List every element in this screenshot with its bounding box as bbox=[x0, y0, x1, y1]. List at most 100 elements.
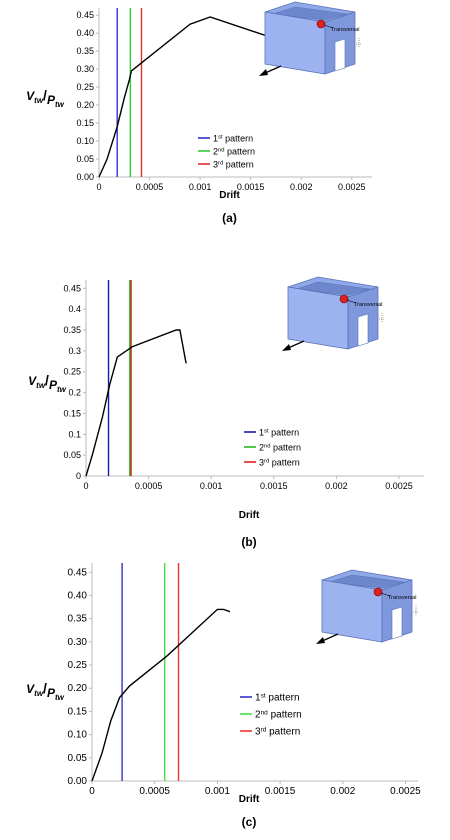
legend-text: pattern bbox=[269, 458, 300, 468]
x-tick-label: 0.0015 bbox=[237, 182, 265, 192]
legend-label: 1st pattern bbox=[259, 428, 299, 438]
legend-text: pattern bbox=[225, 147, 256, 157]
inset-label: Transversal bbox=[354, 302, 383, 308]
x-tick-label: 0 bbox=[96, 182, 101, 192]
legend-suffix: rd bbox=[264, 459, 269, 465]
legend-label: 1st pattern bbox=[255, 693, 300, 704]
inset-label: Transversal bbox=[388, 595, 417, 601]
x-axis-title: Drift bbox=[219, 190, 240, 201]
legend-ordinal: 1 bbox=[259, 428, 264, 438]
legend-ordinal: 2 bbox=[259, 443, 264, 453]
chart-panel-1: 0.00 0.05 0.10 0.15 0.20 0.25 0.30 0.35 0.40 0.45… bbox=[26, 1, 372, 225]
legend-ordinal: 3 bbox=[213, 160, 218, 170]
y-tick-label: 0.05 bbox=[68, 753, 88, 764]
y-tick-label: 0.25 bbox=[63, 367, 81, 377]
y-title-v: V bbox=[28, 374, 37, 388]
legend-suffix: st bbox=[218, 135, 223, 141]
legend-ordinal: 3 bbox=[255, 727, 261, 738]
legend-label: 2nd pattern bbox=[255, 710, 302, 721]
x-axis-title: Drift bbox=[239, 794, 260, 805]
legend-label: 2nd pattern bbox=[213, 147, 255, 157]
y-tick-label: 0.30 bbox=[68, 637, 88, 648]
legend-suffix: nd bbox=[218, 148, 225, 154]
y-tick-label: 0.40 bbox=[76, 28, 94, 38]
chart-panel-2: 0 0.05 0.1 0.15 0.2 0.25 0.3 0.35 0.4 0.45 0 0.0005… bbox=[28, 276, 424, 549]
x-tick-label: 0.002 bbox=[290, 182, 313, 192]
inset-label: Transversal bbox=[331, 27, 360, 33]
x-tick-label: 0.0015 bbox=[260, 481, 288, 491]
x-tick-label: 0.002 bbox=[330, 786, 355, 797]
y-tick-label: 0.2 bbox=[68, 388, 81, 398]
y-axis-title: Vtw/Ptw bbox=[26, 87, 64, 109]
legend-text: pattern bbox=[271, 443, 302, 453]
capacity-curve bbox=[85, 329, 187, 477]
panel-label: (b) bbox=[241, 535, 256, 549]
panel-label: (c) bbox=[242, 815, 257, 829]
x-tick-label: 0.0005 bbox=[135, 481, 163, 491]
y-tick-label: 0.45 bbox=[76, 10, 94, 20]
y-tick-label: 0.30 bbox=[76, 64, 94, 74]
y-tick-label: 0.1 bbox=[68, 429, 81, 439]
legend: 1st pattern 2nd pattern 3rd pattern bbox=[240, 693, 302, 738]
legend-text: pattern bbox=[223, 160, 254, 170]
y-tick-label: 0.20 bbox=[68, 683, 88, 694]
y-title-v-sub: tw bbox=[34, 96, 44, 105]
label-leader bbox=[380, 592, 391, 597]
x-axis-title: Drift bbox=[239, 510, 260, 521]
legend-suffix: rd bbox=[218, 161, 223, 167]
legend-label: 1st pattern bbox=[213, 134, 253, 144]
x-tick-label: 0.002 bbox=[325, 481, 348, 491]
x-tick-label: 0.0025 bbox=[385, 481, 413, 491]
y-title-v-sub: tw bbox=[36, 381, 46, 390]
x-tick-label: 0 bbox=[89, 786, 95, 797]
x-tick-label: 0 bbox=[83, 481, 88, 491]
x-tick-label: 0.0005 bbox=[136, 182, 164, 192]
y-title-p-sub: tw bbox=[55, 100, 65, 109]
y-axis-title: Vtw/Ptw bbox=[26, 680, 64, 702]
y-axis-title: Vtw/Ptw bbox=[28, 372, 66, 394]
y-title-v: V bbox=[26, 682, 35, 696]
legend-suffix: nd bbox=[261, 710, 269, 717]
label-leader bbox=[346, 299, 357, 304]
y-tick-label: 0.25 bbox=[68, 660, 88, 671]
building-opening bbox=[272, 6, 348, 21]
legend-text: pattern bbox=[269, 428, 300, 438]
y-tick-label: 0.35 bbox=[68, 614, 88, 625]
legend-text: pattern bbox=[266, 693, 300, 704]
y-title-p: P bbox=[47, 686, 56, 700]
y-tick-label: 0.45 bbox=[63, 283, 81, 293]
red-marker-icon bbox=[373, 587, 383, 597]
y-tick-label: 0.45 bbox=[68, 567, 88, 578]
capacity-curve bbox=[91, 608, 231, 782]
y-tick-label: 0.35 bbox=[76, 46, 94, 56]
x-tick-label: 0.001 bbox=[189, 182, 212, 192]
red-marker-icon bbox=[339, 294, 349, 304]
legend-ordinal: 1 bbox=[255, 693, 261, 704]
y-tick-label: 0 bbox=[76, 471, 81, 481]
legend-suffix: st bbox=[264, 429, 269, 435]
y-title-slash: / bbox=[43, 87, 47, 103]
building-front-wall bbox=[264, 11, 326, 75]
y-tick-label: 0.20 bbox=[76, 100, 94, 110]
legend-ordinal: 2 bbox=[213, 147, 218, 157]
legend-ordinal: 1 bbox=[213, 134, 218, 144]
legend-ordinal: 2 bbox=[255, 710, 261, 721]
arrow-head-icon bbox=[259, 69, 268, 76]
y-tick-label: 0.00 bbox=[68, 776, 88, 787]
y-tick-label: 0.4 bbox=[68, 304, 81, 314]
building-opening bbox=[329, 574, 405, 589]
x-tick-label: 0.0005 bbox=[139, 786, 170, 797]
x-tick-label: 0.001 bbox=[205, 786, 230, 797]
building-opening bbox=[295, 281, 371, 296]
legend-suffix: rd bbox=[261, 727, 267, 734]
y-title-p: P bbox=[47, 93, 56, 107]
y-tick-label: 0.40 bbox=[68, 590, 88, 601]
building-door bbox=[357, 313, 369, 347]
y-tick-label: 0.3 bbox=[68, 346, 81, 356]
y-tick-label: 0.35 bbox=[63, 325, 81, 335]
building-front-wall bbox=[287, 286, 349, 350]
legend-label: 2nd pattern bbox=[259, 443, 301, 453]
legend-suffix: st bbox=[261, 693, 266, 700]
capacity-curve bbox=[98, 16, 292, 178]
